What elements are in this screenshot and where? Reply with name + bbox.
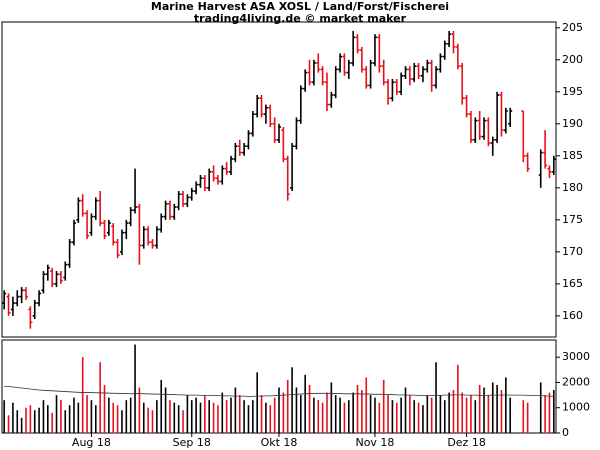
y-tick-label: 1000: [562, 401, 590, 414]
x-tick-label: Sep 18: [173, 436, 211, 449]
y-tick-label: 170: [562, 245, 583, 258]
y-tick-label: 0: [562, 426, 569, 439]
y-tick-label: 185: [562, 149, 583, 162]
y-tick-label: 200: [562, 53, 583, 66]
y-tick-label: 175: [562, 213, 583, 226]
y-tick-label: 195: [562, 85, 583, 98]
price-frame: [1, 21, 557, 338]
x-tick-label: Nov 18: [355, 436, 394, 449]
y-tick-label: 205: [562, 21, 583, 34]
y-tick-label: 3000: [562, 350, 590, 363]
y-tick-label: 160: [562, 309, 583, 322]
x-tick-label: Okt 18: [261, 436, 298, 449]
y-tick-label: 165: [562, 277, 583, 290]
y-tick-label: 180: [562, 181, 583, 194]
y-tick-label: 190: [562, 117, 583, 130]
chart-title: Marine Harvest ASA XOSL / Land/Forst/Fis…: [151, 0, 449, 13]
volume-average: [4, 385, 554, 397]
x-tick-label: Dez 18: [447, 436, 486, 449]
y-tick-label: 2000: [562, 375, 590, 388]
chart-subtitle: trading4living.de © market maker: [194, 12, 407, 25]
x-tick-label: Aug 18: [72, 436, 111, 449]
